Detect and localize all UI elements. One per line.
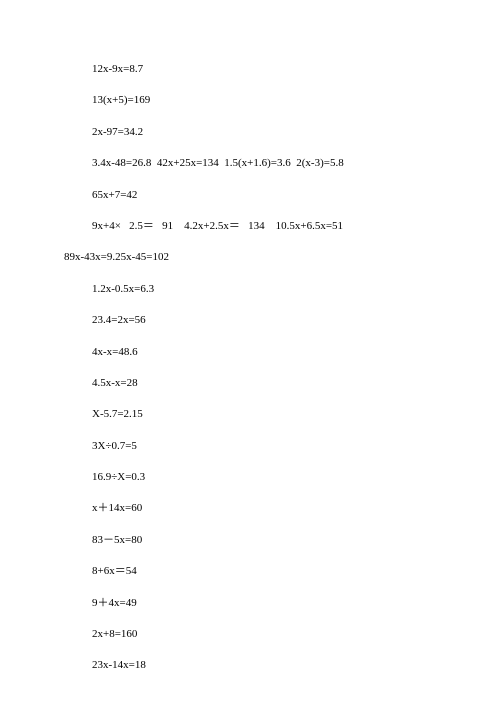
- equation-line: 8+6x＝54: [64, 564, 460, 579]
- equation-line: 3X÷0.7=5: [64, 439, 460, 454]
- equation-line: 13(x+5)=169: [64, 93, 460, 108]
- equation-line: 2x-97=34.2: [64, 125, 460, 140]
- equation-line: 23x-14x=18: [64, 658, 460, 673]
- equation-line: 23.4=2x=56: [64, 313, 460, 328]
- equation-line: X-5.7=2.15: [64, 407, 460, 422]
- equation-line: 2x+8=160: [64, 627, 460, 642]
- equation-line: 89x-43x=9.25x-45=102: [64, 250, 460, 265]
- equation-line: 3.4x-48=26.8 42x+25x=134 1.5(x+1.6)=3.6 …: [64, 156, 460, 171]
- equation-line: 9x+4× 2.5＝ 91 4.2x+2.5x＝ 134 10.5x+6.5x=…: [64, 219, 460, 234]
- equation-line: 12x-9x=8.7: [64, 62, 460, 77]
- equation-line: 16.9÷X=0.3: [64, 470, 460, 485]
- equation-line: 65x+7=42: [64, 188, 460, 203]
- equation-line: 4x-x=48.6: [64, 345, 460, 360]
- equation-line: 9＋4x=49: [64, 596, 460, 611]
- equation-line: 83－5x=80: [64, 533, 460, 548]
- equation-line: 1.2x-0.5x=6.3: [64, 282, 460, 297]
- document-page: 12x-9x=8.7 13(x+5)=169 2x-97=34.2 3.4x-4…: [0, 0, 500, 674]
- equation-line: 4.5x-x=28: [64, 376, 460, 391]
- equation-line: x＋14x=60: [64, 501, 460, 516]
